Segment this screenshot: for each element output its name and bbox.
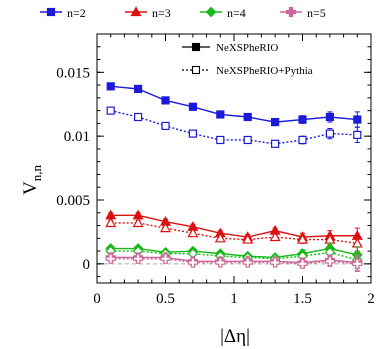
series-line-n2_nexspherio xyxy=(110,85,358,123)
x-tick-label: 1.5 xyxy=(293,291,312,307)
data-point-n2_pythia xyxy=(188,129,197,138)
axis-ticks: 0 0.5 1 1.5 2 0 0.005 0.01 0.015 xyxy=(56,34,375,307)
data-point-n2_nexspherio xyxy=(188,102,197,111)
data-point-n3_pythia xyxy=(269,231,281,242)
data-point-n2_nexspherio xyxy=(325,112,334,122)
x-tick-label: 0.5 xyxy=(156,291,175,307)
legend-label: n=5 xyxy=(307,6,326,20)
legend-marker xyxy=(285,6,297,18)
legend-item: n=4 xyxy=(200,6,246,20)
data-point-n5_pythia xyxy=(242,257,253,268)
legend-label: n=3 xyxy=(152,6,171,20)
data-point-n5_pythia xyxy=(160,253,171,264)
series-line-n4_pythia xyxy=(110,250,358,261)
data-point-n5_pythia xyxy=(352,258,363,269)
data-point-n2_pythia xyxy=(325,129,334,138)
legend-inset: NeXSPheRIO NeXSPheRIO+Pythia xyxy=(182,42,313,77)
data-point-n3_pythia xyxy=(132,217,144,228)
data-point-n5_pythia xyxy=(187,257,198,268)
data-point-n2_pythia xyxy=(298,135,307,145)
data-point-n3_pythia xyxy=(105,217,117,228)
legend-label: n=2 xyxy=(67,6,86,20)
data-point-n5_pythia xyxy=(133,253,144,264)
data-point-n2_nexspherio xyxy=(134,84,143,94)
data-point-n5_pythia xyxy=(297,258,308,269)
legend-marker xyxy=(46,7,56,17)
series-line-n5_pythia xyxy=(110,258,358,265)
legend-item: n=2 xyxy=(40,6,86,20)
x-tick-label: 0 xyxy=(93,291,101,307)
data-point-n2_nexspherio xyxy=(243,112,252,122)
y-tick-label: 0 xyxy=(83,257,91,273)
data-point-n2_nexspherio xyxy=(216,110,225,119)
inset-legend-label: NeXSPheRIO+Pythia xyxy=(216,65,313,77)
legend-top: n=2 n=3 n=4 n=5 xyxy=(40,6,326,20)
series-n3_pythia xyxy=(105,217,363,252)
y-tick-label: 0.005 xyxy=(56,193,90,209)
y-tick-label: 0.01 xyxy=(64,129,90,145)
y-axis-label-sub: n,n xyxy=(29,165,44,182)
data-point-n2_nexspherio xyxy=(298,115,307,124)
data-point-n3_pythia xyxy=(159,222,172,233)
x-tick-label: 2 xyxy=(367,291,375,307)
series-line-n3_nexspherio xyxy=(110,214,358,238)
x-axis-label: |Δη| xyxy=(220,326,250,347)
inset-legend-label: NeXSPheRIO xyxy=(216,42,278,54)
y-tick-label: 0.015 xyxy=(56,65,90,81)
data-point-n3_pythia xyxy=(296,233,309,244)
data-point-n2_pythia xyxy=(161,121,170,131)
data-point-n3_pythia xyxy=(187,227,199,238)
legend-marker xyxy=(130,6,142,17)
legend-label: n=4 xyxy=(227,6,246,20)
data-point-n2_pythia xyxy=(106,106,115,115)
data-point-n3_pythia xyxy=(214,232,226,243)
series-line-n4_nexspherio xyxy=(110,247,358,259)
legend-item: n=5 xyxy=(280,6,326,20)
legend-marker xyxy=(205,6,217,18)
data-point-n2_pythia xyxy=(134,112,143,122)
data-point-n2_pythia xyxy=(216,135,225,145)
series-n2_nexspherio xyxy=(106,82,362,128)
inset-legend-marker xyxy=(191,42,201,52)
inset-legend-item: NeXSPheRIO+Pythia xyxy=(182,65,313,77)
series-layer xyxy=(105,82,363,273)
inset-legend-item: NeXSPheRIO xyxy=(182,42,278,54)
data-point-n5_pythia xyxy=(324,256,335,267)
data-point-n2_pythia xyxy=(353,130,362,139)
y-axis-label-main: V xyxy=(20,181,41,195)
data-point-n2_pythia xyxy=(243,135,252,145)
data-point-n2_pythia xyxy=(271,139,280,148)
legend-item: n=3 xyxy=(125,6,171,20)
data-point-n2_nexspherio xyxy=(106,82,115,91)
data-point-n3_pythia xyxy=(242,233,254,244)
series-n5_pythia xyxy=(105,253,363,273)
series-line-n3_pythia xyxy=(110,222,358,245)
series-n2_pythia xyxy=(106,106,362,148)
series-line-n5_nexspherio xyxy=(110,256,358,264)
inset-legend-marker xyxy=(191,65,201,75)
data-point-n5_pythia xyxy=(215,257,226,268)
x-tick-label: 1 xyxy=(230,291,238,307)
data-point-n2_nexspherio xyxy=(161,96,170,105)
data-point-n5_pythia xyxy=(270,257,281,268)
data-point-n2_nexspherio xyxy=(353,115,362,124)
data-point-n5_pythia xyxy=(105,253,116,264)
data-point-n2_nexspherio xyxy=(271,118,280,127)
y-axis-label: Vn,n xyxy=(20,165,44,195)
